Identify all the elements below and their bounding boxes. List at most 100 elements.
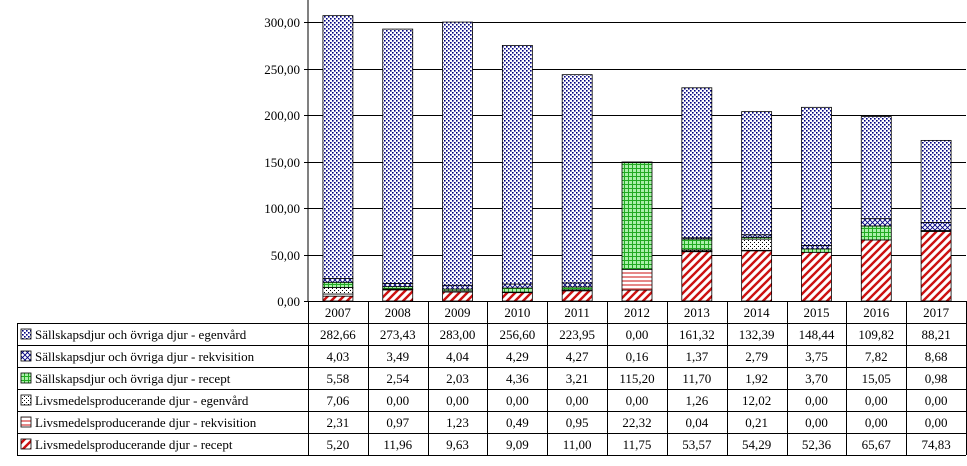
data-label: 9,63 bbox=[446, 437, 469, 452]
category-label: 2010 bbox=[504, 305, 530, 320]
series-name: Livsmedelsproducerande djur - egenvård bbox=[35, 393, 249, 408]
data-label: 4,03 bbox=[327, 349, 350, 364]
category-label: 2008 bbox=[385, 305, 411, 320]
data-label: 4,36 bbox=[506, 371, 529, 386]
bar-segment bbox=[382, 28, 414, 284]
data-label: 0,00 bbox=[865, 415, 888, 430]
data-label: 2,31 bbox=[327, 415, 350, 430]
category-label: 2007 bbox=[325, 305, 352, 320]
series-name: Livsmedelsproducerande djur - rekvisitio… bbox=[35, 415, 257, 430]
data-label: 0,95 bbox=[566, 415, 589, 430]
y-tick-label: 0,00 bbox=[277, 294, 300, 309]
data-label: 9,09 bbox=[506, 437, 529, 452]
bar-segment bbox=[621, 161, 653, 164]
data-label: 0,00 bbox=[506, 393, 529, 408]
data-label: 0,49 bbox=[506, 415, 529, 430]
series-name: Sällskapsdjur och övriga djur - rekvisit… bbox=[35, 349, 255, 364]
data-label: 132,39 bbox=[739, 327, 775, 342]
data-label: 3,21 bbox=[566, 371, 589, 386]
data-label: 11,00 bbox=[563, 437, 592, 452]
category-label: 2016 bbox=[863, 305, 890, 320]
category-label: 2012 bbox=[624, 305, 650, 320]
bar-segment bbox=[442, 284, 473, 290]
data-label: 4,04 bbox=[446, 349, 469, 364]
category-label: 2015 bbox=[803, 305, 829, 320]
data-label: 3,75 bbox=[805, 349, 828, 364]
bar-segment bbox=[920, 231, 952, 302]
y-tick-label: 100,00 bbox=[264, 201, 300, 216]
data-label: 11,70 bbox=[682, 371, 711, 386]
bar-segment bbox=[322, 287, 354, 295]
bar-segment bbox=[801, 244, 832, 250]
bar-segment bbox=[621, 289, 653, 302]
y-tick-label: 300,00 bbox=[264, 15, 300, 30]
data-label: 0,00 bbox=[566, 393, 589, 408]
legend-swatch bbox=[20, 350, 32, 362]
bar-segment bbox=[561, 286, 593, 291]
bar-segment bbox=[442, 291, 473, 302]
data-label: 1,92 bbox=[745, 371, 768, 386]
y-tick-label: 150,00 bbox=[264, 155, 300, 170]
data-label: 5,58 bbox=[327, 371, 350, 386]
data-label: 3,49 bbox=[386, 349, 409, 364]
data-label: 0,04 bbox=[685, 415, 708, 430]
bar-segment bbox=[501, 45, 533, 285]
data-label: 0,00 bbox=[626, 327, 649, 342]
category-label: 2014 bbox=[744, 305, 771, 320]
bars bbox=[322, 15, 952, 302]
bar-segment bbox=[741, 238, 773, 251]
data-label: 3,70 bbox=[805, 371, 828, 386]
data-label: 282,66 bbox=[320, 327, 356, 342]
bar-segment bbox=[322, 278, 354, 283]
bar-segment bbox=[681, 250, 713, 302]
bar-segment bbox=[501, 287, 533, 293]
data-label: 4,27 bbox=[566, 349, 589, 364]
series-name: Livsmedelsproducerande djur - recept bbox=[35, 437, 233, 452]
data-label: 4,29 bbox=[506, 349, 529, 364]
bar-segment bbox=[860, 225, 892, 241]
data-label: 0,00 bbox=[865, 393, 888, 408]
legend-swatch bbox=[20, 438, 32, 450]
data-label: 0,98 bbox=[925, 371, 948, 386]
data-label: 12,02 bbox=[742, 393, 771, 408]
data-label: 2,54 bbox=[386, 371, 409, 386]
category-label: 2017 bbox=[923, 305, 950, 320]
data-label: 15,05 bbox=[862, 371, 891, 386]
bar-segment bbox=[741, 250, 773, 302]
bar-segment bbox=[561, 74, 593, 284]
bar-segment bbox=[621, 161, 653, 270]
y-tick-label: 50,00 bbox=[271, 248, 300, 263]
category-label: 2013 bbox=[684, 305, 710, 320]
data-label: 7,06 bbox=[327, 393, 350, 408]
bar-segment bbox=[322, 15, 354, 279]
data-label: 0,21 bbox=[745, 415, 768, 430]
data-label: 7,82 bbox=[865, 349, 888, 364]
data-label: 273,43 bbox=[380, 327, 416, 342]
data-label: 109,82 bbox=[858, 327, 894, 342]
data-table: 2007 2008 2009 2010 2011 2012 2013 2014 2015 2016… bbox=[17, 301, 967, 456]
y-axis: 0,00 50,00 100,00 150,00 200,00 250,00 300,00 bbox=[264, 0, 309, 309]
data-label: 223,95 bbox=[559, 327, 595, 342]
data-label: 5,20 bbox=[327, 437, 350, 452]
bar-segment bbox=[501, 283, 533, 289]
y-tick-label: 250,00 bbox=[264, 62, 300, 77]
data-label: 0,16 bbox=[626, 349, 649, 364]
bar-segment bbox=[860, 239, 892, 302]
data-label: 2,79 bbox=[745, 349, 768, 364]
bar-segment bbox=[801, 248, 832, 253]
bar-segment bbox=[382, 289, 414, 302]
data-label: 88,21 bbox=[921, 327, 950, 342]
data-label: 0,00 bbox=[925, 393, 948, 408]
data-label: 52,36 bbox=[802, 437, 832, 452]
data-label: 148,44 bbox=[799, 327, 835, 342]
bar-segment bbox=[322, 295, 354, 302]
data-label: 256,60 bbox=[499, 327, 535, 342]
series-name: Sällskapsdjur och övriga djur - recept bbox=[35, 371, 231, 386]
data-label: 0,00 bbox=[925, 415, 948, 430]
category-label: 2011 bbox=[564, 305, 590, 320]
bar-segment bbox=[860, 116, 892, 220]
data-label: 0,00 bbox=[626, 393, 649, 408]
bar-segment bbox=[801, 251, 832, 302]
data-label: 22,32 bbox=[622, 415, 651, 430]
bar-segment bbox=[561, 282, 593, 288]
